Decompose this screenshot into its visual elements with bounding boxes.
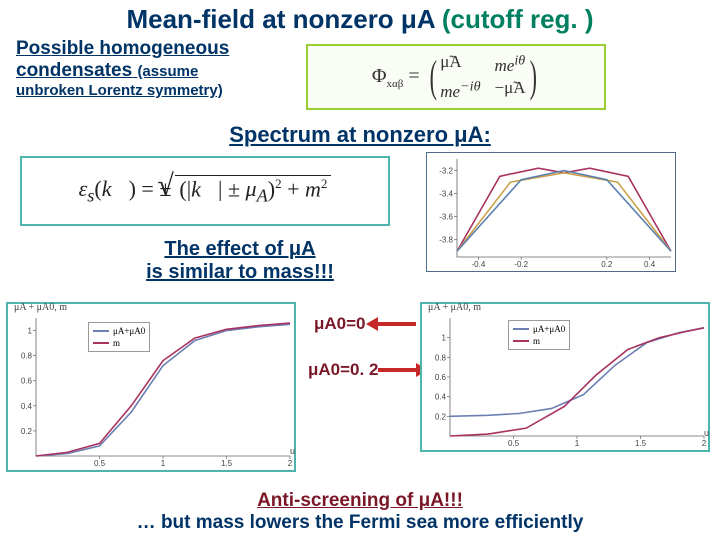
svg-text:0.6: 0.6 xyxy=(435,373,447,382)
svg-text:0.5: 0.5 xyxy=(94,459,106,468)
svg-text:2: 2 xyxy=(702,439,707,448)
effect-line1: The effect of μA xyxy=(80,238,400,261)
svg-text:-3.8: -3.8 xyxy=(439,236,453,245)
svg-text:1: 1 xyxy=(575,439,580,448)
plot2-title: μA + μA0, m xyxy=(14,302,67,313)
arrow-label-p2: μA0=0. 2 xyxy=(308,360,428,380)
svg-text:0.2: 0.2 xyxy=(21,427,33,436)
svg-text:-3.2: -3.2 xyxy=(439,167,453,176)
title-annot: (cutoff reg. ) xyxy=(442,4,594,34)
svg-text:u: u xyxy=(704,428,709,438)
svg-text:1.5: 1.5 xyxy=(635,439,647,448)
svg-text:0.8: 0.8 xyxy=(21,352,33,361)
svg-text:2: 2 xyxy=(288,459,293,468)
svg-text:1: 1 xyxy=(28,327,33,336)
spectrum-plot-svg: -0.4 -0.2 0.2 0.4 -3.2 -3.4 -3.6 -3.8 xyxy=(427,153,677,273)
slide-title: Mean-field at nonzero μA (cutoff reg. ) xyxy=(0,4,720,35)
plot2-legend: μA+μA0 m xyxy=(88,322,150,352)
svg-text:-0.2: -0.2 xyxy=(514,260,528,269)
matrix-lhs: Φxαβ = xyxy=(372,65,420,90)
svg-text:0.2: 0.2 xyxy=(601,260,613,269)
spectrum-heading: Spectrum at nonzero μA: xyxy=(0,122,720,148)
effect-line2: is similar to mass!!! xyxy=(80,261,400,284)
svg-text:1: 1 xyxy=(442,334,447,343)
matrix-rparen: ) xyxy=(529,57,536,97)
m12: meiθ xyxy=(495,52,526,76)
spectrum-plot: -0.4 -0.2 0.2 0.4 -3.2 -3.4 -3.6 -3.8 xyxy=(426,152,676,272)
subtitle-line1: Possible homogeneous xyxy=(16,38,229,60)
svg-text:-3.4: -3.4 xyxy=(439,190,453,199)
svg-text:1.5: 1.5 xyxy=(221,459,233,468)
title-main: Mean-field at nonzero μA xyxy=(126,4,434,34)
svg-text:0.4: 0.4 xyxy=(644,260,656,269)
subtitle-line2: condensates (assume xyxy=(16,60,229,82)
svg-text:0.8: 0.8 xyxy=(435,353,447,362)
svg-text:0.4: 0.4 xyxy=(21,402,33,411)
arrow-left-icon xyxy=(366,318,416,330)
epsilon-formula-box: εs(k⃗) = ± (|k⃗| ± μA)2 + m2 xyxy=(20,156,390,226)
svg-text:1: 1 xyxy=(161,459,166,468)
plot-mu0-p2: μA + μA0, m μA+μA0 m 0.5 1 1.5 2 0.2 0.4 0.6 0.… xyxy=(420,302,710,452)
m11: μ̃A xyxy=(440,52,480,76)
plot3-legend: μA+μA0 m xyxy=(508,320,570,350)
plot3-title: μA + μA0, m xyxy=(428,302,481,313)
m21: me−iθ xyxy=(440,78,480,102)
matrix-cells: μ̃A meiθ me−iθ −μ̃A xyxy=(440,52,525,101)
svg-text:u: u xyxy=(290,446,295,456)
svg-text:-0.4: -0.4 xyxy=(472,260,486,269)
phi-matrix-box: Φxαβ = ( μ̃A meiθ me−iθ −μ̃A ) xyxy=(306,44,606,110)
matrix-lparen: ( xyxy=(429,57,436,97)
bottom-line2: … but mass lowers the Fermi sea more eff… xyxy=(0,512,720,534)
effect-text: The effect of μA is similar to mass!!! xyxy=(80,238,400,284)
bottom-text: Anti-screening of μA!!! … but mass lower… xyxy=(0,490,720,534)
bottom-line1: Anti-screening of μA!!! xyxy=(0,490,720,512)
plot-mu0-zero: μA + μA0, m μA+μA0 m 0.511.520.20.40.60.… xyxy=(6,302,296,472)
plot2-svg: 0.5 1 1.5 2 0.2 0.4 0.6 0.8 1 u xyxy=(8,304,298,474)
svg-text:-3.6: -3.6 xyxy=(439,213,453,222)
m22: −μ̃A xyxy=(495,78,526,102)
subtitle-line3: unbroken Lorentz symmetry) xyxy=(16,82,229,99)
svg-text:0.4: 0.4 xyxy=(435,393,447,402)
arrow-label-zero: μA0=0 xyxy=(314,314,416,334)
svg-text:0.2: 0.2 xyxy=(435,412,447,421)
condensates-heading: Possible homogeneous condensates (assume… xyxy=(16,38,229,99)
svg-text:0.6: 0.6 xyxy=(21,377,33,386)
svg-text:0.5: 0.5 xyxy=(508,439,520,448)
eps-sqrt: (|k⃗| ± μA)2 + m2 xyxy=(175,175,331,207)
